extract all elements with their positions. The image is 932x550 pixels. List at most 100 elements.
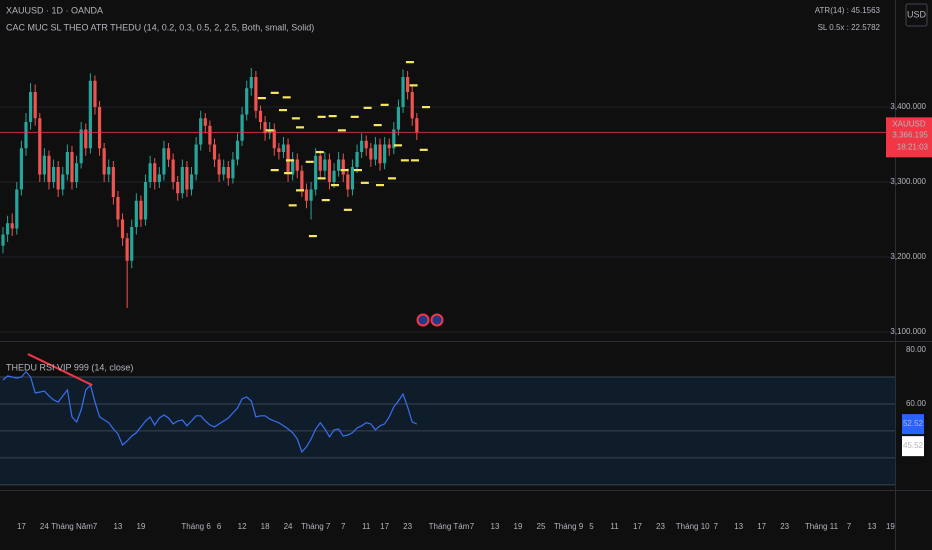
x-tick-label: 13 [113, 522, 122, 531]
candle-body [203, 118, 207, 126]
candle-body [369, 148, 373, 160]
candle-body [199, 118, 203, 145]
x-tick-label: 23 [780, 522, 789, 531]
y-tick-label: 60.00 [906, 399, 927, 408]
candle-body [235, 140, 240, 160]
candle-body [249, 77, 253, 89]
sl-level [270, 91, 279, 94]
rsi-title[interactable]: THEDU RSI VIP 999 (14, close) [6, 362, 133, 372]
candle-body [378, 144, 382, 164]
candle-body [222, 167, 226, 175]
candle-body [277, 148, 281, 153]
candle-body [111, 167, 115, 197]
x-tick-label: Tháng 9 [554, 522, 584, 531]
currency[interactable]: USD [907, 9, 927, 19]
candle-body [171, 159, 175, 182]
x-tick-label: 12 [238, 522, 247, 531]
currency-box[interactable] [905, 3, 928, 27]
x-tick-label: 17 [380, 522, 389, 531]
candle-body [120, 219, 125, 239]
badge-price: 3,366.195 [892, 130, 928, 139]
x-tick-label: 13 [868, 522, 877, 531]
x-tick-label: 24 [284, 522, 293, 531]
candle-body [245, 88, 249, 115]
candle-body [166, 148, 171, 160]
candle-body [125, 238, 129, 261]
sl-level [265, 129, 274, 132]
x-tick-label: 17 [757, 522, 766, 531]
candle-body [176, 181, 180, 194]
candle-body [410, 92, 414, 119]
candle-body [300, 170, 304, 190]
price-pane: 3,400.000 3,300.000 3,200.000 3,100.000 ATR(… [0, 6, 932, 336]
candle-body [387, 144, 391, 149]
sl-level [387, 177, 396, 180]
candle-body [415, 118, 419, 133]
trend-line [27, 353, 93, 386]
candle-body [332, 170, 336, 182]
candle-body [15, 189, 19, 229]
x-tick-label: 13 [734, 522, 743, 531]
event-icons[interactable] [416, 313, 444, 327]
candle-body [24, 122, 28, 149]
sl-level [409, 84, 418, 87]
candle-body [263, 122, 267, 134]
candle-body [323, 159, 327, 171]
candle-body [217, 159, 221, 175]
candle-body [116, 196, 120, 220]
candle-body [327, 159, 332, 182]
indicator-title[interactable]: CAC MUC SL THEO ATR THEDU (14, 0.2, 0.3,… [6, 22, 314, 32]
candle-body [107, 167, 111, 175]
candle-body [1, 234, 5, 246]
x-tick-label: 7 [847, 522, 852, 531]
candle-body [51, 167, 56, 182]
candle-body [295, 159, 299, 171]
event-flag[interactable] [416, 313, 430, 327]
y-tick-label: 3,400.000 [890, 102, 926, 111]
candle-body [10, 223, 14, 229]
sl-level [350, 115, 359, 118]
sl-level [291, 117, 300, 120]
sl-level [305, 160, 314, 163]
sl-level [393, 144, 402, 147]
sl-level [328, 115, 337, 118]
candle-body [180, 167, 184, 194]
x-tick-label: 17 [17, 522, 26, 531]
sl-level [285, 159, 294, 162]
candle-body [281, 144, 286, 153]
x-tick-label: 6 [217, 522, 222, 531]
candle-body [143, 181, 148, 220]
symbol-title: XAUUSD · 1D · OANDA [6, 5, 103, 15]
sl-level [308, 234, 317, 238]
candle-body [226, 167, 230, 179]
sl-level [284, 171, 293, 175]
x-tick-label: 7 [341, 522, 346, 531]
sl-level [282, 96, 291, 99]
candle-body [355, 152, 359, 168]
candle-body [157, 174, 161, 182]
candle-body [47, 155, 51, 182]
candle-body [189, 174, 194, 190]
x-tick-label: Tháng Tám [429, 522, 470, 531]
candle-body [102, 148, 106, 175]
value-badge-label: 52.52 [903, 419, 924, 428]
event-flag[interactable] [430, 313, 444, 327]
sl-level [373, 124, 382, 127]
sl-level [340, 169, 349, 172]
y-tick-label: 3,300.000 [890, 177, 926, 186]
sl-level [422, 106, 431, 109]
x-tick-label: 23 [656, 522, 665, 531]
value-badge [902, 414, 924, 435]
candle-body [318, 155, 322, 171]
badge-symbol: XAUUSD [892, 119, 926, 128]
candle-body [61, 174, 65, 190]
candle-body [304, 189, 309, 201]
candle-body [291, 159, 295, 175]
candle-body [254, 77, 258, 111]
sl-level [315, 151, 324, 154]
x-tick-label: 19 [514, 522, 523, 531]
x-tick-label: 11 [362, 522, 371, 531]
candle-body [162, 148, 166, 175]
